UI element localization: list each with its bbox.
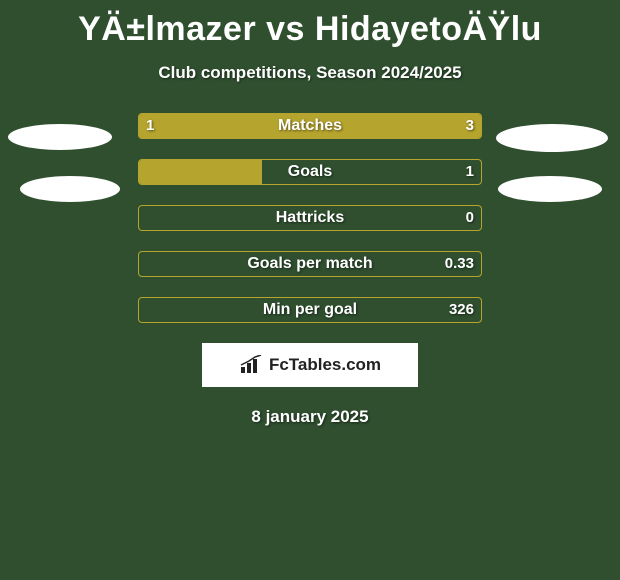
subtitle: Club competitions, Season 2024/2025 (0, 63, 620, 83)
stat-bar-track (138, 297, 482, 323)
avatar-placeholder (498, 176, 602, 202)
page-title: YÄ±lmazer vs HidayetoÄŸlu (0, 0, 620, 49)
footer-date: 8 january 2025 (0, 407, 620, 427)
fctables-logo: FcTables.com (202, 343, 418, 387)
logo-text: FcTables.com (269, 355, 381, 375)
stat-bar-fill-left (139, 114, 225, 138)
stat-row: Hattricks0 (0, 205, 620, 231)
stat-bar-track (138, 159, 482, 185)
avatar-placeholder (20, 176, 120, 202)
stat-bar-fill-right (225, 114, 482, 138)
stat-bar-fill-left (139, 160, 262, 184)
avatar-placeholder (496, 124, 608, 152)
stat-bar-track (138, 205, 482, 231)
avatar-placeholder (8, 124, 112, 150)
stat-bar-track (138, 113, 482, 139)
stat-row: Min per goal326 (0, 297, 620, 323)
bar-chart-icon (239, 355, 263, 375)
stat-row: Goals per match0.33 (0, 251, 620, 277)
stat-bar-track (138, 251, 482, 277)
